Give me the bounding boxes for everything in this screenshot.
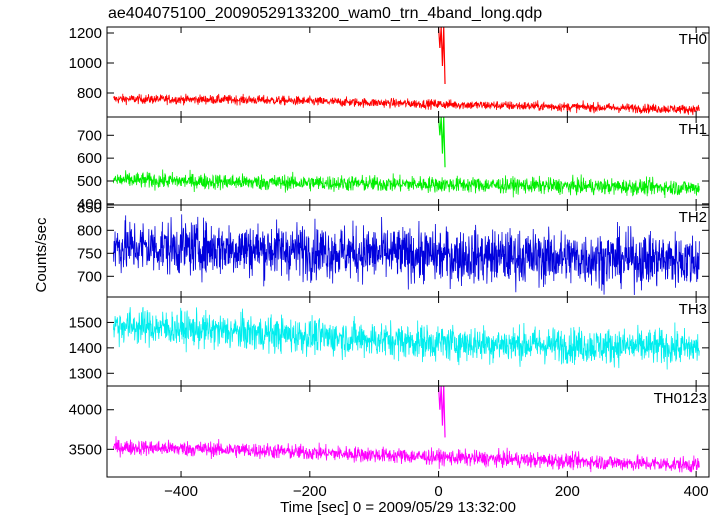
x-axis-label: Time [sec] 0 = 2009/05/29 13:32:00 <box>280 499 516 516</box>
panel-label-th0: TH0 <box>679 31 707 48</box>
y-tick-label: 700 <box>77 268 102 285</box>
y-tick-label: 700 <box>77 127 102 144</box>
series-line-th3 <box>113 306 700 370</box>
panel-label-th3: TH3 <box>679 301 707 318</box>
x-tick-label: 200 <box>555 483 580 500</box>
x-tick-label: −400 <box>164 483 198 500</box>
y-tick-label: 850 <box>77 199 102 216</box>
series-spike-th0 <box>437 27 446 85</box>
y-tick-label: 3500 <box>69 441 102 458</box>
x-tick-label: 0 <box>434 483 442 500</box>
series-line-th1 <box>113 169 700 199</box>
y-tick-label: 800 <box>77 85 102 102</box>
y-tick-label: 1200 <box>69 25 102 42</box>
y-tick-label: 600 <box>77 150 102 167</box>
panel-label-th2: TH2 <box>679 209 707 226</box>
y-tick-label: 1400 <box>69 340 102 357</box>
series-spike-th1 <box>437 117 446 168</box>
panel-frame-th0123 <box>106 385 710 478</box>
y-tick-label: 4000 <box>69 402 102 419</box>
series-line-th2 <box>113 214 700 296</box>
panels-group: 800 1000 1200 TH0 400 500 600 700 TH1 700 750 800 85… <box>69 25 710 500</box>
y-tick-label: 400 <box>77 196 102 213</box>
chart-title: ae404075100_20090529133200_wam0_trn_4ban… <box>108 5 542 22</box>
y-tick-label: 1500 <box>69 314 102 331</box>
x-tick-label: −200 <box>293 483 327 500</box>
series-line-th0 <box>113 93 700 116</box>
panel-frame-th1 <box>106 116 710 206</box>
y-tick-label: 1000 <box>69 55 102 72</box>
panel-label-th1: TH1 <box>679 121 707 138</box>
y-axis-label: Counts/sec <box>33 217 50 293</box>
y-tick-label: 800 <box>77 222 102 239</box>
y-tick-label: 1300 <box>69 365 102 382</box>
y-tick-label: 750 <box>77 245 102 262</box>
series-spike-th0123 <box>437 386 446 438</box>
panel-label-th0123: TH0123 <box>654 390 707 407</box>
x-tick-label: 400 <box>684 483 709 500</box>
y-tick-label: 500 <box>77 173 102 190</box>
series-line-th0123 <box>113 436 700 473</box>
